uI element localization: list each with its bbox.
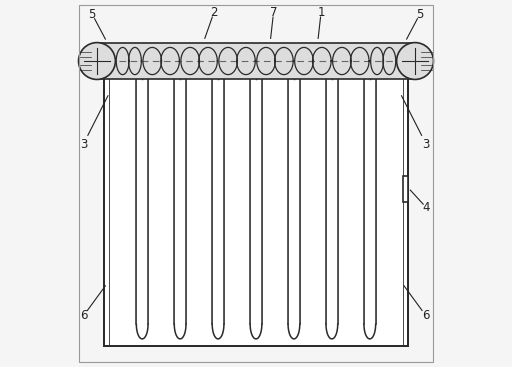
Text: 4: 4 [422,201,430,214]
Text: 3: 3 [422,138,430,150]
Text: 3: 3 [80,138,87,150]
Circle shape [397,43,434,79]
Circle shape [78,43,115,79]
Bar [97,43,415,79]
Text: 6: 6 [422,309,430,322]
Text: 5: 5 [416,8,423,21]
Text: 1: 1 [317,6,325,19]
Text: 2: 2 [210,6,218,19]
Bar [104,71,408,346]
Text: 6: 6 [80,309,87,322]
Text: 7: 7 [270,6,278,19]
Text: 5: 5 [89,8,96,21]
Bar [403,176,408,202]
